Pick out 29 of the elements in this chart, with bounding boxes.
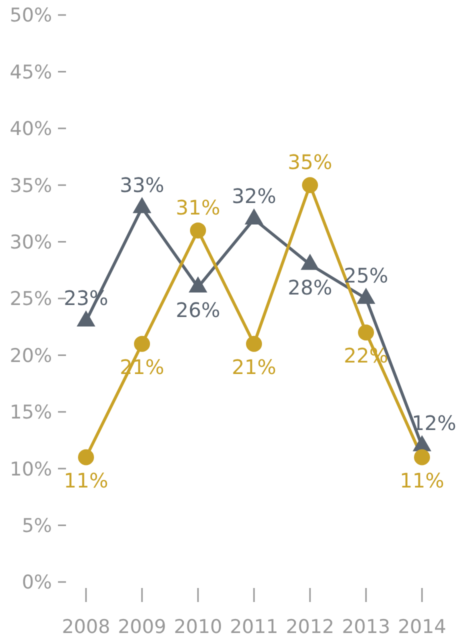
x-tick-label: 2011	[230, 616, 278, 638]
y-tick-label: 5%	[22, 514, 52, 537]
y-tick-label: 10%	[10, 458, 52, 480]
data-label: 21%	[232, 354, 276, 379]
data-label: 31%	[176, 195, 220, 220]
data-label: 26%	[176, 298, 220, 322]
x-tick-label: 2009	[118, 616, 166, 638]
y-tick-label: 15%	[10, 402, 52, 424]
y-tick-label: 50%	[10, 4, 52, 27]
x-tick-label: 2012	[286, 616, 334, 638]
data-label: 32%	[232, 184, 276, 208]
x-tick-label: 2013	[342, 616, 390, 638]
y-tick-label: 45%	[10, 61, 52, 84]
data-label: 11%	[64, 468, 108, 492]
x-tick-label: 2014	[398, 616, 446, 638]
y-tick-label: 25%	[10, 288, 52, 310]
data-label: 28%	[288, 275, 332, 300]
y-tick-label: 35%	[10, 174, 52, 197]
y-tick-label: 20%	[10, 344, 52, 367]
data-label: 25%	[344, 264, 388, 288]
x-tick-label: 2010	[174, 616, 222, 638]
y-tick-label: 0%	[22, 572, 52, 594]
x-tick-label: 2008	[62, 616, 110, 638]
y-tick-label: 30%	[10, 231, 52, 254]
y-tick-label: 40%	[10, 118, 52, 140]
data-label: 11%	[400, 468, 444, 492]
data-label: 33%	[120, 172, 164, 197]
data-label: 12%	[412, 410, 456, 435]
data-label: 35%	[288, 150, 332, 174]
